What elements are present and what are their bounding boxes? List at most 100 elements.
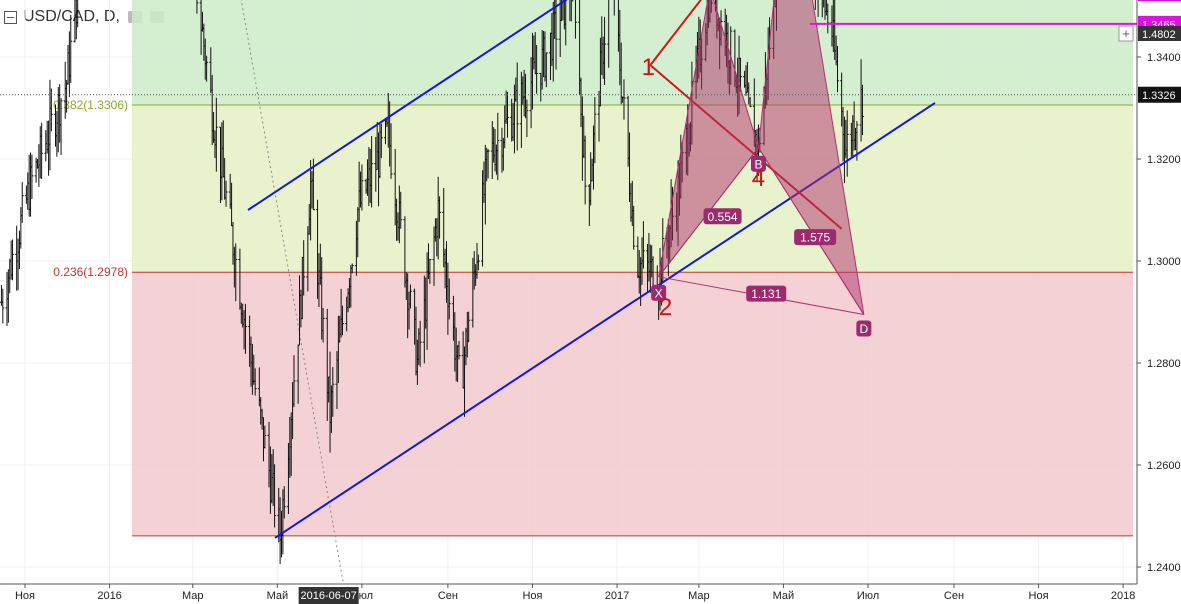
price-bar <box>525 99 529 138</box>
price-bar <box>273 464 277 528</box>
price-bar <box>535 45 539 94</box>
time-axis-label: 2016 <box>97 590 121 602</box>
price-bar <box>11 239 15 281</box>
price-bar <box>234 243 238 302</box>
last-price-label-bg <box>1138 86 1181 103</box>
max-price-bg <box>1138 26 1181 41</box>
price-bar <box>399 191 403 229</box>
price-bar <box>379 123 383 159</box>
collapse-icon[interactable] <box>4 10 17 24</box>
price-bar <box>607 0 610 68</box>
last-price-label: 1.3326 <box>1138 86 1181 103</box>
symbol-label[interactable]: USD/CAD, D, <box>23 8 120 25</box>
price-bar <box>341 305 345 336</box>
price-bar <box>30 154 34 200</box>
pattern-point-label-text: B <box>754 157 762 171</box>
time-axis-label: Мар <box>182 590 204 602</box>
price-bar <box>506 91 510 138</box>
fib-zone <box>132 0 1133 105</box>
price-bar <box>40 122 44 179</box>
price-bar <box>570 0 572 22</box>
wave-number-label: 2 <box>659 294 672 321</box>
price-axis: 1.24001.26001.28001.30001.32001.34001.36… <box>1118 0 1181 604</box>
price-bars <box>0 0 864 565</box>
price-bar <box>331 367 335 417</box>
fibonacci-retracement: 1(1.4693)0.886(1.4437)0.786(1.4213)0.618… <box>53 0 1133 603</box>
time-axis-label: Июл <box>857 590 879 602</box>
price-bar <box>253 368 257 396</box>
time-axis-label: Май <box>773 590 795 602</box>
price-bar <box>486 149 490 179</box>
wave-number-label: 1 <box>642 54 655 81</box>
pattern-point-label-bg <box>651 284 667 301</box>
price-bar <box>302 240 306 296</box>
price-bar <box>447 278 451 320</box>
channel-upper-line <box>247 0 568 211</box>
ratio-label-bg <box>746 285 787 302</box>
price-bar <box>418 320 422 367</box>
price-bar <box>73 0 77 43</box>
price-bar <box>243 303 247 354</box>
price-bar <box>350 263 354 274</box>
price-bar <box>560 0 563 22</box>
price-bar <box>632 205 636 250</box>
price-axis-label: 1.3000 <box>1147 256 1181 268</box>
ratio-label-bg <box>703 208 742 225</box>
plus-icon <box>1118 25 1134 42</box>
price-bar <box>196 0 199 14</box>
level-price-label-text: 1.3525 <box>1142 0 1176 1</box>
pattern-point-label-text: D <box>860 322 869 336</box>
price-bar <box>569 0 571 22</box>
max-price-tag: +1.4802 <box>1118 25 1181 42</box>
last-price-label-text: 1.3326 <box>1142 90 1176 102</box>
pattern-point-label-bg <box>856 320 872 337</box>
fib-zone <box>132 272 1133 536</box>
fib-trend-line <box>240 0 348 603</box>
price-bar <box>496 112 500 181</box>
price-bar <box>476 254 480 271</box>
price-axis-label: 1.3400 <box>1147 52 1181 64</box>
price-bar <box>835 45 839 93</box>
price-bar <box>282 486 286 519</box>
price-bar <box>389 123 393 179</box>
price-bar <box>593 97 597 164</box>
price-bar <box>738 57 742 92</box>
fib-level-label: 0.382(1.3306) <box>53 98 128 112</box>
wave-number-label: 4 <box>752 165 765 192</box>
price-axis-label: 1.2600 <box>1147 460 1181 472</box>
ratio-label-text: 1.575 <box>800 231 830 245</box>
ratio-label: 0.554 <box>703 208 742 225</box>
time-axis-label: Май <box>267 590 289 602</box>
price-bar <box>76 0 79 28</box>
pattern-point-label: D <box>856 320 872 337</box>
pattern-point-label-bg <box>750 155 766 172</box>
time-axis-label: Ноя <box>522 590 542 602</box>
price-bar <box>817 0 819 17</box>
price-axis-label: 1.2400 <box>1147 562 1181 574</box>
price-axis-label: 1.3200 <box>1147 154 1181 166</box>
ratio-label-text: 0.554 <box>708 210 738 224</box>
price-bar <box>292 355 296 407</box>
time-axis-label: Ноя <box>1029 590 1049 602</box>
price-bar <box>1 288 5 324</box>
price-bar <box>622 79 626 120</box>
horizontal-levels <box>809 22 1137 25</box>
time-axis-label: 2018 <box>1111 590 1135 602</box>
price-bar <box>814 0 816 10</box>
price-bar <box>544 52 548 88</box>
price-bar <box>845 110 849 177</box>
time-axis-label: Ноя <box>15 590 35 602</box>
price-bar <box>564 0 567 46</box>
ratio-label-bg <box>794 229 837 246</box>
price-bar <box>574 0 577 39</box>
price-bar <box>583 135 587 205</box>
level-price-label-bg <box>1138 0 1181 2</box>
price-bar <box>224 180 228 207</box>
price-bar <box>748 97 752 108</box>
cursor-date-bg <box>298 587 359 604</box>
price-bar <box>467 311 471 343</box>
pattern-point-label: X <box>651 284 667 301</box>
price-bar <box>641 221 645 269</box>
